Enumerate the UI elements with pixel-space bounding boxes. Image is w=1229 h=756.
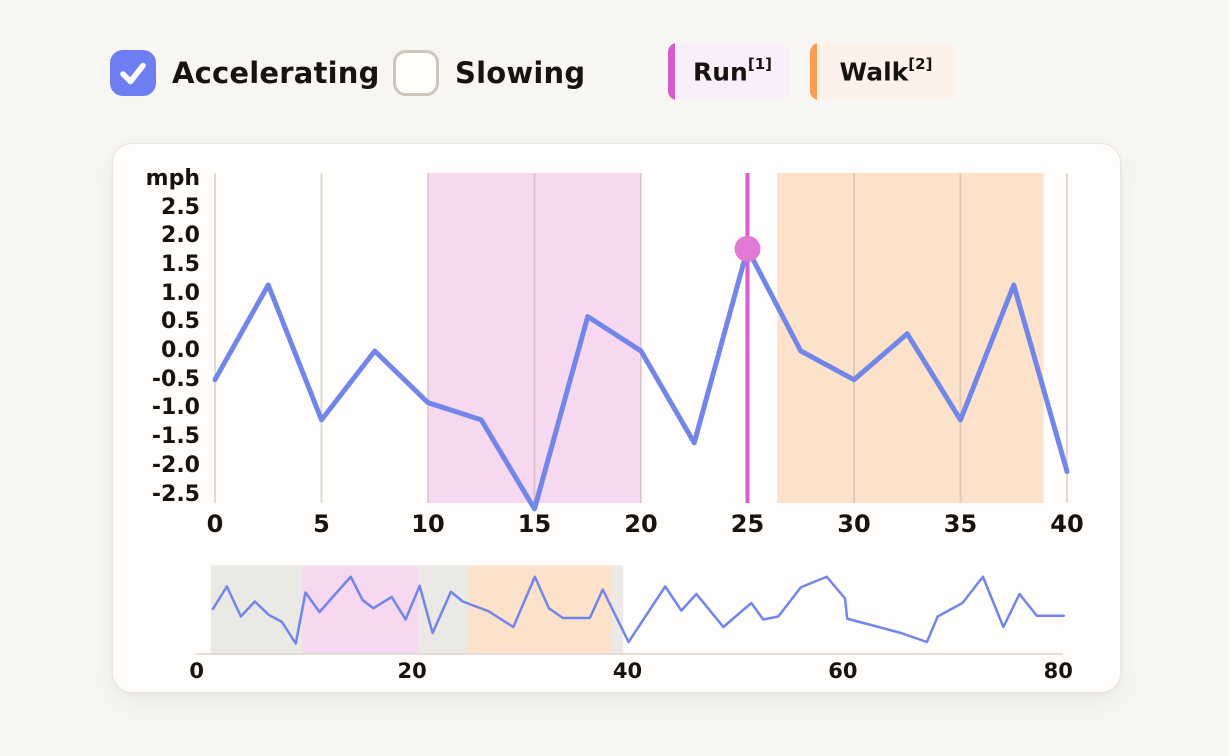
y-tick-label: -2.5 (151, 481, 200, 507)
y-tick-label: 0.5 (161, 309, 200, 335)
walk-chip-body: Walk[2] (817, 43, 955, 100)
accelerating-checkbox-box[interactable] (110, 50, 156, 96)
walk-label: Walk[2] (839, 54, 933, 87)
y-tick-label: -1.0 (151, 395, 200, 421)
checkbox-slowing[interactable]: Slowing (393, 50, 585, 96)
y-tick-label: 2.0 (161, 223, 200, 249)
x-tick-label: 25 (730, 510, 765, 538)
x-tick-label: 35 (943, 510, 978, 538)
y-tick-label: 1.5 (161, 251, 200, 277)
y-tick-label: 1.0 (161, 280, 200, 306)
slowing-label: Slowing (455, 56, 586, 90)
slowing-checkbox-box[interactable] (393, 50, 439, 96)
y-tick-label: -1.5 (151, 424, 200, 450)
overview-tick-label: 40 (612, 659, 643, 683)
y-tick-label: 0.0 (161, 338, 200, 363)
y-tick-label: 2.5 (161, 194, 200, 220)
y-tick-label: -2.0 (151, 452, 200, 478)
x-tick-label: 30 (837, 510, 871, 538)
walk-color-bar (810, 43, 817, 100)
overview-tick-label: 20 (397, 659, 427, 683)
checkmark-icon (120, 62, 146, 85)
legend-run-chip[interactable]: Run[1] (668, 43, 790, 100)
x-tick-label: 5 (313, 510, 330, 538)
x-tick-label: 0 (206, 510, 224, 538)
y-tick-label: -0.5 (151, 366, 200, 392)
checkbox-accelerating[interactable]: Accelerating (110, 50, 380, 96)
accelerating-label: Accelerating (172, 56, 380, 90)
run-color-bar (668, 43, 675, 100)
overview-tick-label: 60 (828, 659, 858, 683)
run-chip-body: Run[1] (675, 43, 790, 100)
x-tick-label: 15 (517, 510, 552, 538)
x-tick-label: 20 (624, 510, 658, 538)
overview-tick-label: 0 (189, 659, 204, 683)
y-axis-unit-label: mph (145, 166, 200, 191)
chart-card (112, 143, 1121, 693)
x-tick-label: 40 (1050, 510, 1084, 538)
x-tick-label: 10 (411, 510, 445, 538)
legend-walk-chip[interactable]: Walk[2] (810, 43, 955, 100)
run-label: Run[1] (692, 54, 772, 87)
overview-tick-label: 80 (1043, 659, 1073, 683)
